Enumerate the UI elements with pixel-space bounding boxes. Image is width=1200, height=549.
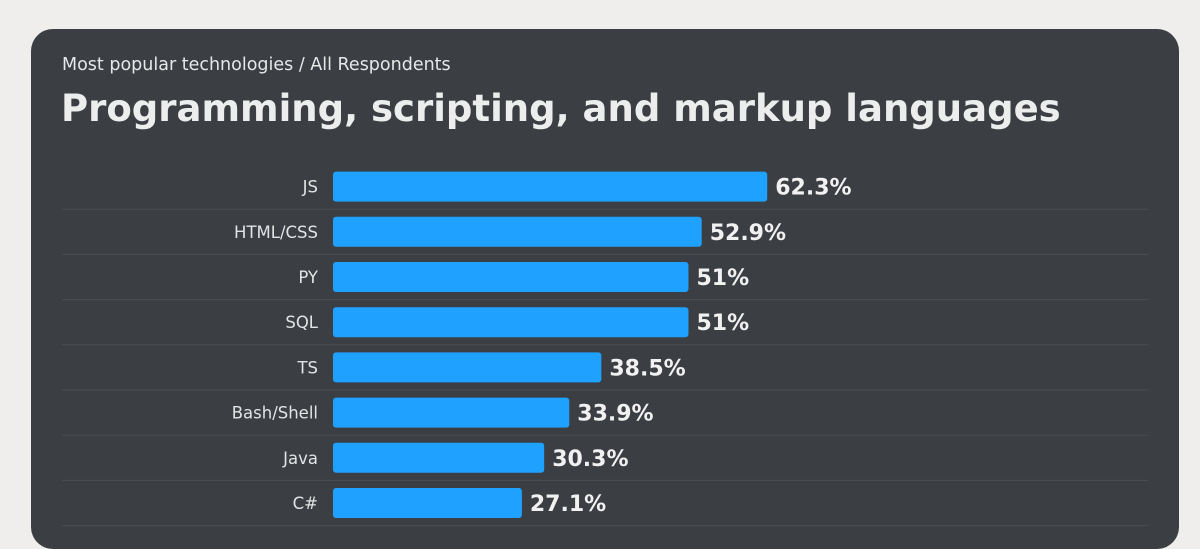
value-label: 52.9%	[710, 221, 786, 246]
page-title: Programming, scripting, and markup langu…	[61, 87, 1061, 130]
value-label: 51%	[696, 311, 749, 336]
chart-card: Most popular technologies / All Responde…	[31, 29, 1179, 549]
category-label: C#	[293, 494, 318, 513]
value-label: 27.1%	[530, 492, 606, 517]
breadcrumb: Most popular technologies / All Responde…	[62, 55, 451, 75]
value-label: 38.5%	[609, 356, 685, 381]
value-label: 62.3%	[775, 176, 851, 201]
bar	[333, 171, 768, 202]
category-label: PY	[298, 268, 319, 287]
value-label: 30.3%	[552, 447, 628, 472]
bar	[333, 352, 602, 383]
category-label: Bash/Shell	[232, 404, 318, 423]
category-label: Java	[282, 449, 318, 468]
bar	[333, 262, 689, 292]
value-label: 51%	[696, 266, 749, 291]
category-label: HTML/CSS	[234, 223, 318, 242]
bar	[333, 488, 522, 518]
bar-chart: JS 62.3% HTML/CSS 52.9% PY 51% SQL 51% TS 38.5% Ba…	[62, 171, 1148, 527]
bar	[333, 216, 702, 247]
category-label: JS	[302, 178, 318, 197]
bar	[333, 442, 545, 473]
value-label: 33.9%	[577, 402, 653, 427]
bar	[333, 397, 570, 428]
category-label: SQL	[285, 313, 318, 332]
bar	[333, 307, 689, 338]
category-label: TS	[296, 358, 318, 377]
